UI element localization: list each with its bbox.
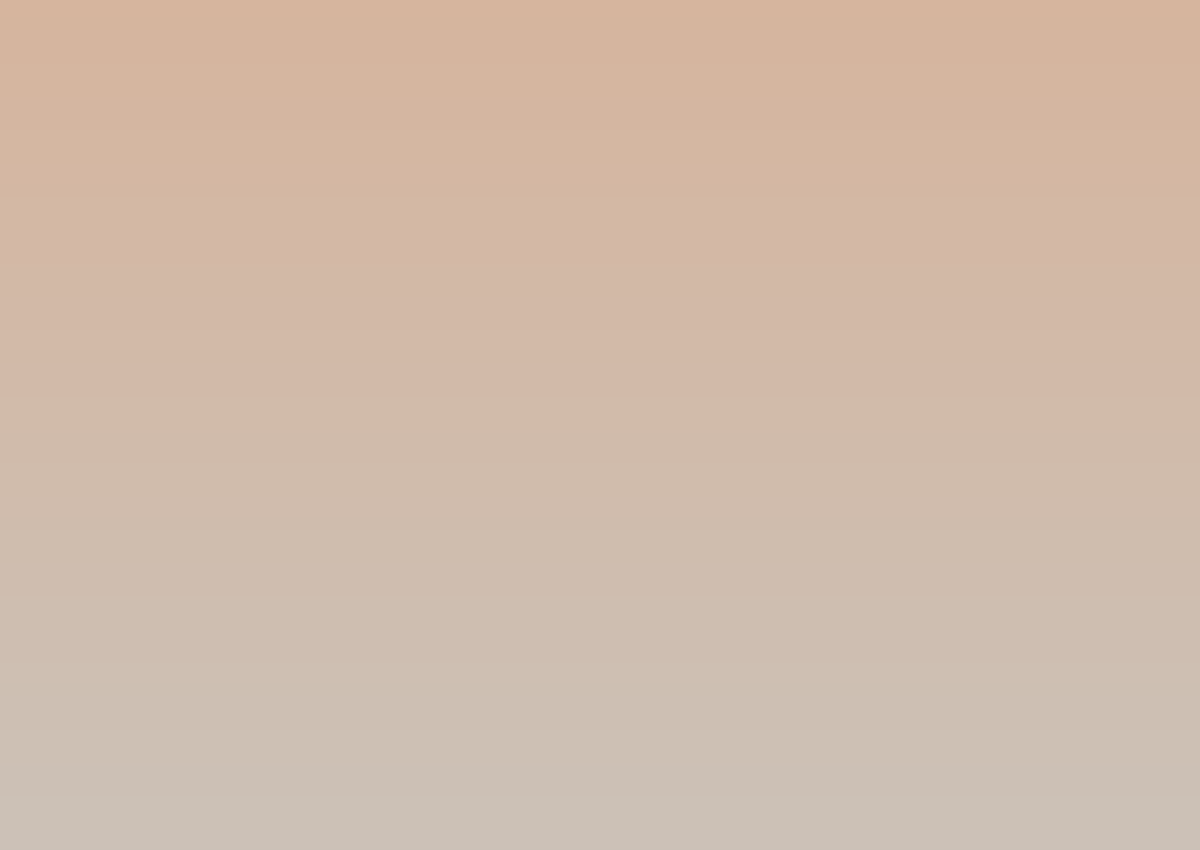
Text: F: F <box>503 257 523 285</box>
Text: m<F = m<D: m<F = m<D <box>247 671 427 699</box>
Text: sin F = cos D: sin F = cos D <box>247 605 431 633</box>
Text: 10: 10 <box>476 332 511 360</box>
Text: 24: 24 <box>667 413 702 441</box>
Text: D: D <box>860 404 884 432</box>
Text: <F and <D are acute: <F and <D are acute <box>247 533 542 561</box>
Text: E: E <box>498 407 518 434</box>
Text: 26: 26 <box>695 314 731 342</box>
Text: <F and <D are complementary: <F and <D are complementary <box>247 461 684 489</box>
Text: Which of these is NOT true about <F and <D? *: Which of these is NOT true about <F and … <box>173 148 900 177</box>
